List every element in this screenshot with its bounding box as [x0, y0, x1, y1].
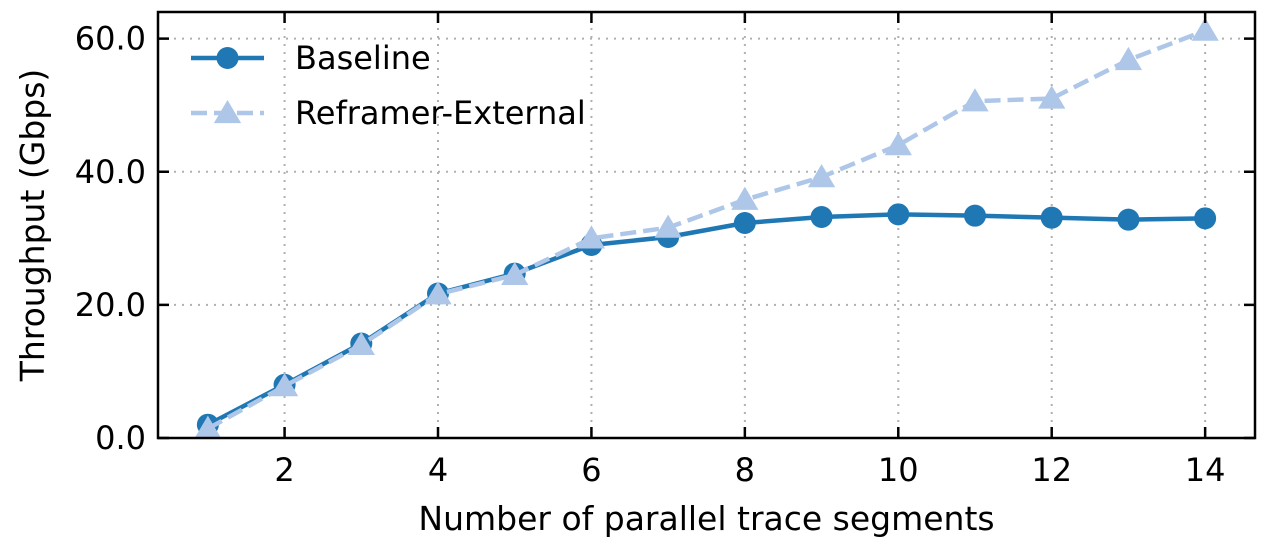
- data-point: [1114, 46, 1143, 71]
- plot-frame: [156, 10, 1257, 440]
- data-point: [347, 331, 375, 355]
- data-point: [963, 204, 986, 227]
- ticks: 2 4 6 8 10 12 14 0.0 20.0 40.0 60.0: [75, 12, 1255, 489]
- legend-entry: Baseline: [191, 39, 431, 77]
- legend-marker: [216, 47, 239, 69]
- data-point: [1191, 17, 1219, 41]
- x-axis-title: Number of parallel trace segments: [418, 499, 994, 538]
- data-point: [424, 281, 452, 305]
- x-tick-label: 10: [878, 451, 919, 489]
- legend-entry: Reframer-External: [191, 94, 586, 132]
- data-point: [1040, 206, 1063, 229]
- series-line: [206, 212, 1206, 427]
- x-tick-label: 6: [581, 451, 601, 489]
- data-point: [1117, 208, 1140, 231]
- legend: Baseline Reframer-External: [191, 39, 586, 132]
- y-tick-label: 60.0: [75, 20, 146, 58]
- data-point: [961, 88, 989, 112]
- data-point: [884, 132, 912, 156]
- x-tick-label: 12: [1031, 451, 1072, 489]
- data-point: [731, 186, 759, 210]
- data-point: [887, 203, 910, 226]
- legend-label: Reframer-External: [295, 94, 586, 132]
- legend-marker: [213, 100, 242, 124]
- series-line: [206, 28, 1206, 431]
- series-2: [194, 17, 1219, 439]
- data-point: [654, 214, 682, 238]
- x-tick-label: 8: [735, 451, 755, 489]
- data-point: [270, 373, 299, 397]
- y-axis-title: Throughput (Gbps): [13, 69, 52, 383]
- data-point: [810, 206, 833, 229]
- x-tick-label: 2: [274, 451, 294, 489]
- y-tick-label: 0.0: [95, 419, 146, 457]
- data-point: [194, 415, 222, 439]
- legend-label: Baseline: [295, 39, 431, 77]
- y-tick-label: 20.0: [75, 286, 146, 324]
- x-tick-label: 4: [428, 451, 448, 489]
- data-point: [501, 261, 529, 286]
- data-point: [577, 225, 606, 249]
- data-point: [733, 212, 756, 235]
- data-point: [1194, 207, 1217, 230]
- y-tick-label: 40.0: [75, 153, 146, 191]
- data-point: [1038, 85, 1066, 109]
- x-tick-label: 14: [1185, 451, 1226, 489]
- series-1: [196, 203, 1217, 436]
- data-point: [807, 164, 836, 188]
- series-layer: [194, 17, 1219, 439]
